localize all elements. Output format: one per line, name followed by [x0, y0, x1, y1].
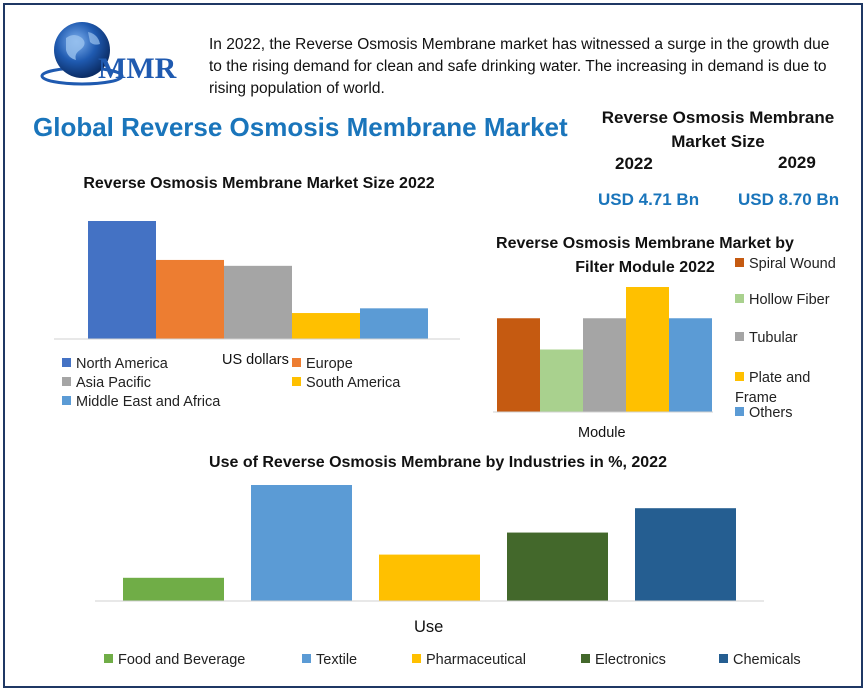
chart2-bar-1 — [540, 349, 583, 412]
chart3-legend-label-2: Pharmaceutical — [426, 652, 526, 668]
chart1-legend-swatch-3 — [292, 377, 301, 386]
chart2-legend-swatch-4 — [735, 407, 744, 416]
market-size-year-start: 2022 — [615, 154, 653, 173]
chart3-legend-label-0: Food and Beverage — [118, 652, 246, 668]
chart1-legend-swatch-2 — [62, 377, 71, 386]
chart1-legend-label-1: Europe — [306, 356, 353, 372]
chart2-legend-item-4: Others — [735, 405, 793, 421]
chart3-legend-label-4: Chemicals — [733, 652, 801, 668]
chart3-legend-label-3: Electronics — [595, 652, 666, 668]
chart2-legend-label-0: Spiral Wound — [749, 256, 836, 272]
outer-frame — [3, 3, 863, 688]
chart3-bar-2 — [379, 554, 480, 601]
intro-text: In 2022, the Reverse Osmosis Membrane ma… — [209, 36, 830, 97]
chart3-legend-label-1: Textile — [316, 652, 358, 668]
chart1-legend-label-0: North America — [76, 356, 168, 372]
chart1-bar-4 — [360, 308, 428, 339]
chart3-legend-item-2: Pharmaceutical — [412, 652, 526, 668]
chart2-legend-label-4: Others — [749, 405, 793, 421]
chart3-legend-swatch-0 — [104, 654, 113, 663]
chart3-legend-item-3: Electronics — [581, 652, 666, 668]
market-size-value-end: USD 8.70 Bn — [738, 190, 840, 209]
chart1-legend-swatch-1 — [292, 358, 301, 367]
chart1-title: Reverse Osmosis Membrane Market Size 202… — [83, 175, 435, 192]
chart2-legend-swatch-2 — [735, 332, 744, 341]
chart3-legend-item-1: Textile — [302, 652, 357, 668]
chart3-bar-4 — [635, 508, 736, 601]
chart2-x-axis-label: Module — [578, 425, 626, 441]
chart1-legend-label-2: Asia Pacific — [76, 375, 151, 391]
chart2-bar-2 — [583, 318, 626, 412]
chart1-legend-label-4: Middle East and Africa — [76, 394, 221, 410]
chart1-legend-item-2: Asia Pacific — [62, 375, 151, 391]
chart2-bar-4 — [669, 318, 712, 412]
chart2-legend-item-2: Tubular — [735, 330, 798, 346]
chart3-title: Use of Reverse Osmosis Membrane by Indus… — [209, 454, 667, 471]
chart1-bar-2 — [224, 265, 292, 339]
chart3-legend-swatch-4 — [719, 654, 728, 663]
chart2-legend-label-2: Tubular — [749, 330, 798, 346]
chart1-legend-item-3: South America — [292, 375, 400, 391]
chart1-bar-1 — [156, 259, 224, 339]
chart2-legend-label-1: Hollow Fiber — [749, 292, 830, 308]
chart2-legend-swatch-1 — [735, 294, 744, 303]
chart2-legend-swatch-3 — [735, 372, 744, 381]
chart3-legend-swatch-1 — [302, 654, 311, 663]
chart2-legend-item-3: Plate and Frame — [735, 368, 835, 408]
chart2-title: Reverse Osmosis Membrane Market by Filte… — [496, 235, 794, 276]
chart3-bar-0 — [123, 577, 224, 601]
chart2-legend-item-0: Spiral Wound — [735, 256, 836, 272]
chart1-bar-0 — [88, 221, 156, 339]
chart1-legend-item-4: Middle East and Africa — [62, 394, 220, 410]
market-size-title: Reverse Osmosis Membrane Market Size — [601, 108, 835, 151]
chart2-bar-3 — [626, 287, 669, 412]
chart1-legend-swatch-0 — [62, 358, 71, 367]
logo-text: MMR — [98, 52, 177, 85]
chart1-legend-item-1: Europe — [292, 356, 353, 372]
chart3-x-axis-label: Use — [414, 618, 444, 636]
chart3-legend-item-0: Food and Beverage — [104, 652, 245, 668]
globe-icon — [40, 22, 124, 86]
chart1-legend-label-3: South America — [306, 375, 401, 391]
chart1-bar-3 — [292, 313, 360, 339]
chart3-legend-item-4: Chemicals — [719, 652, 801, 668]
mmr-logo: MMR — [36, 18, 188, 90]
market-size-year-end: 2029 — [778, 153, 816, 172]
chart3-bar-3 — [507, 532, 608, 601]
chart1-x-axis-label: US dollars — [222, 352, 289, 368]
chart3-bar-1 — [251, 485, 352, 601]
chart2-legend-label-3: Plate and Frame — [735, 370, 811, 406]
chart1-legend-swatch-4 — [62, 396, 71, 405]
chart2-bar-0 — [497, 318, 540, 412]
chart1-legend-item-0: North America — [62, 356, 168, 372]
chart3-legend-swatch-2 — [412, 654, 421, 663]
chart3-legend-swatch-3 — [581, 654, 590, 663]
market-size-value-start: USD 4.71 Bn — [598, 190, 700, 209]
page-title: Global Reverse Osmosis Membrane Market — [33, 112, 568, 142]
chart2-legend-item-1: Hollow Fiber — [735, 292, 830, 308]
chart2-legend-swatch-0 — [735, 258, 744, 267]
